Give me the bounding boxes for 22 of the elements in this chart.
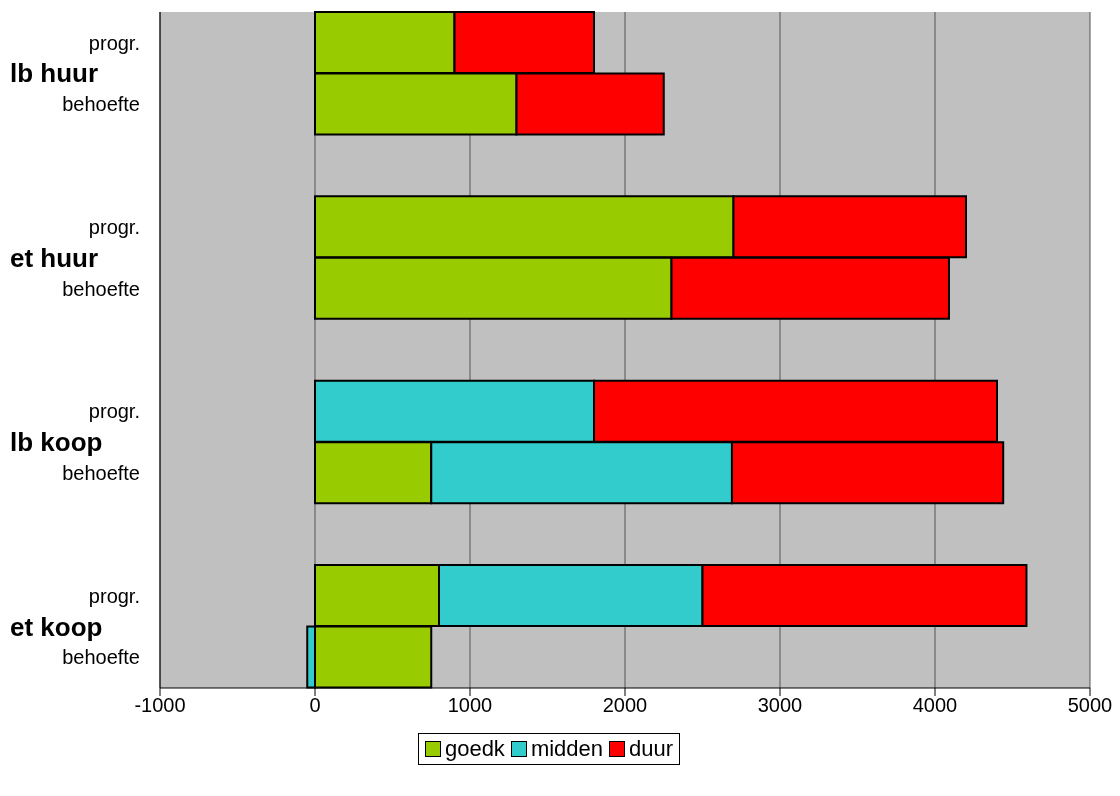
text: lb koop [10,427,103,458]
x-tick-label: -1000 [134,694,186,717]
y-tick-label: progr. [88,216,140,239]
legend-label: goedk [444,736,505,762]
text: lb huur [10,58,99,89]
y-tick-label: behoefte [62,461,140,484]
x-tick-label: 4000 [912,694,958,717]
x-tick-label: 5000 [1067,694,1113,717]
x-tick-label: 1000 [447,694,493,717]
x-tick-label: 3000 [757,694,803,717]
text: et koop [10,611,103,642]
y-tick-label: progr. [88,400,140,423]
y-tick-label: behoefte [62,646,140,669]
legend-label: midden [530,736,604,762]
y-tick-label: behoefte [62,277,140,300]
y-tick-label: behoefte [62,93,140,116]
x-tick-label: 0 [309,694,321,717]
y-tick-label: progr. [88,31,140,54]
y-tick-label: progr. [88,584,140,607]
x-tick-label: 2000 [602,694,648,717]
text: et huur [10,242,99,273]
legend-label: duur [629,736,674,762]
